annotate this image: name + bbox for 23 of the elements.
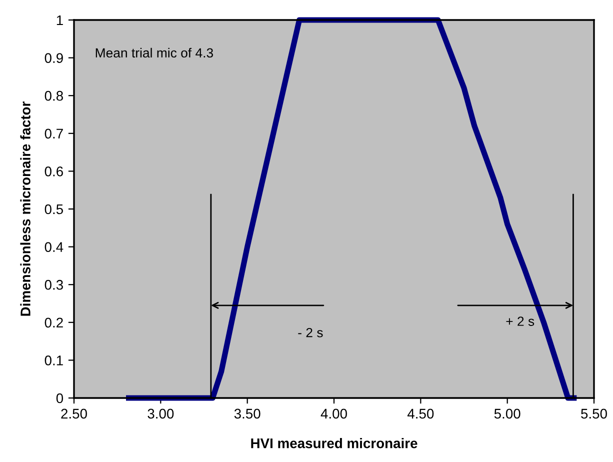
x-tick-label: 4.00 [320, 408, 347, 419]
x-tick-label: 4.50 [407, 408, 434, 419]
y-tick-label: 0.1 [44, 356, 63, 366]
y-tick-label: 0.6 [44, 166, 63, 176]
y-axis-title: Dimensionless micronaire factor [20, 102, 30, 316]
annotation: + 2 s [506, 316, 534, 326]
x-tick-label: 2.50 [61, 408, 87, 419]
y-tick-label: 0.7 [44, 128, 63, 139]
y-tick-label: 1 [56, 15, 63, 26]
x-axis-title: HVI measured micronaire [251, 438, 418, 448]
y-tick-label: 0.3 [44, 280, 63, 290]
y-tick-label: 0.5 [44, 204, 64, 214]
y-tick-label: 0.8 [44, 90, 63, 101]
x-tick-label: 3.50 [234, 408, 260, 419]
annotation: Mean trial mic of 4.3 [96, 48, 214, 58]
annotation: - 2 s [298, 328, 323, 338]
x-tick-label: 3.00 [148, 408, 174, 419]
x-tick-label: 5.00 [494, 408, 520, 419]
y-tick-label: 0.9 [44, 53, 63, 63]
x-tick-label: 5.50 [581, 408, 607, 419]
y-tick-label: 0.4 [44, 242, 64, 252]
y-tick-label: 0.2 [44, 318, 63, 328]
y-tick-label: 0 [56, 393, 64, 404]
